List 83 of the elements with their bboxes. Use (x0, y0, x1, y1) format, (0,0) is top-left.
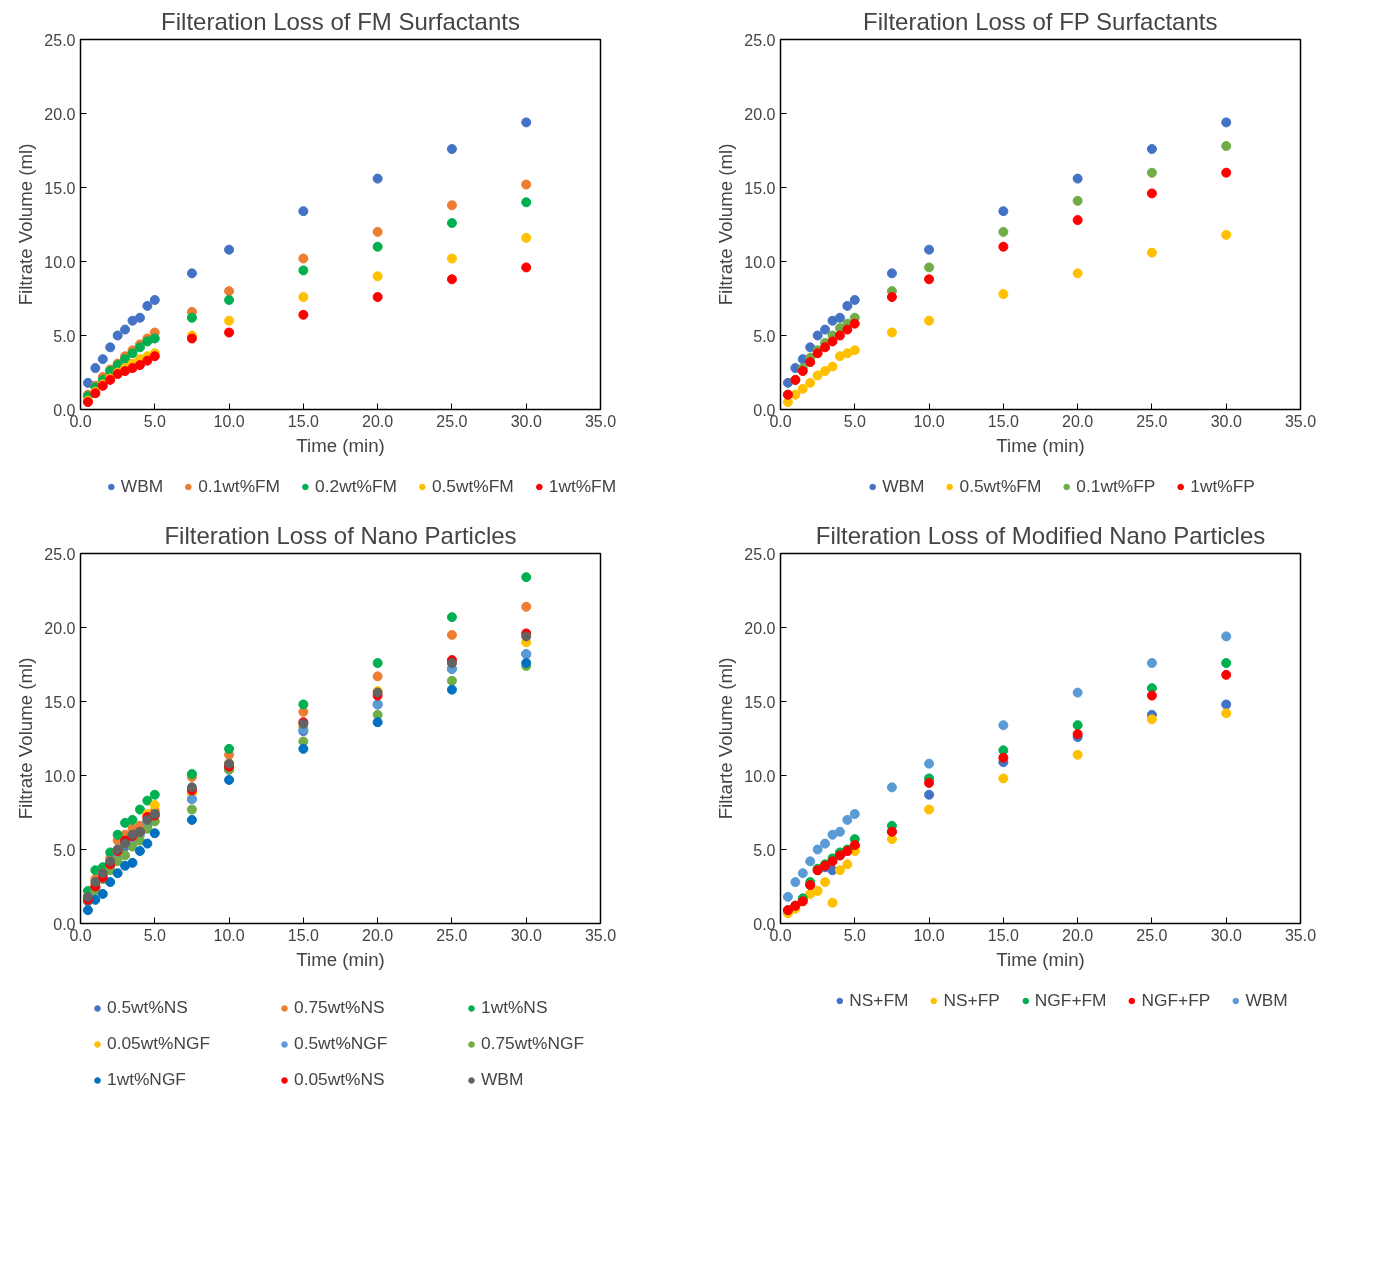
x-tick-label: 10.0 (913, 412, 945, 430)
x-tick-label: 20.0 (1062, 412, 1094, 430)
x-tick-label: 25.0 (436, 926, 468, 944)
chart-title: Filteration Loss of FP Surfactants (863, 7, 1218, 35)
x-tick-label: 15.0 (287, 926, 320, 944)
legend-label: WBM (882, 475, 925, 497)
x-tick-label: 35.0 (584, 926, 617, 944)
chart-title: Filteration Loss of FM Surfactants (161, 7, 520, 35)
x-tick-label: 5.0 (843, 412, 867, 430)
y-tick-label: 25.0 (44, 545, 76, 563)
legend-label: WBM (481, 1069, 525, 1090)
y-tick-label: 20.0 (44, 619, 76, 637)
x-tick-label: 25.0 (436, 412, 468, 430)
x-tick-label: 25.0 (1136, 926, 1168, 944)
chart-title: Filteration Loss of Modified Nano Particles (815, 521, 1266, 549)
legend-label: 1wt%NS (481, 997, 549, 1018)
legend-label: 1wt%FP (1190, 475, 1255, 497)
legend-label: 0.5wt%NS (107, 997, 189, 1018)
y-tick-label: 15.0 (744, 179, 776, 197)
x-tick-label: 35.0 (1284, 926, 1317, 944)
y-tick-label: 15.0 (44, 179, 76, 197)
x-axis-title: Time (min) (996, 434, 1085, 456)
y-axis-title: Filtrate Volume (ml) (15, 143, 37, 306)
legend-label: 0.75wt%NS (294, 997, 386, 1018)
legend-label: WBM (1245, 989, 1288, 1011)
chart-title: Filteration Loss of Nano Particles (164, 521, 517, 549)
x-axis-title: Time (min) (996, 948, 1085, 970)
legend-label: NGF+FP (1141, 989, 1211, 1011)
y-tick-label: 20.0 (744, 105, 776, 123)
legend-label: NS+FP (943, 989, 1000, 1011)
legend-label: NS+FM (849, 989, 909, 1011)
legend-label: 0.05wt%NS (294, 1069, 386, 1090)
legend-label: 1wt%NGF (107, 1069, 187, 1090)
y-axis-title: Filtrate Volume (ml) (715, 143, 737, 306)
y-tick-label: 20.0 (744, 619, 776, 637)
legend-label: 0.75wt%NGF (481, 1033, 586, 1054)
y-tick-label: 20.0 (44, 105, 76, 123)
y-tick-label: 10.0 (44, 767, 76, 785)
legend-label: 0.1wt%FP (1076, 475, 1156, 497)
y-tick-label: 10.0 (744, 767, 776, 785)
x-tick-label: 5.0 (143, 926, 167, 944)
y-tick-label: 5.0 (753, 841, 776, 859)
x-tick-label: 25.0 (1136, 412, 1168, 430)
y-tick-label: 5.0 (53, 327, 76, 345)
x-tick-label: 20.0 (362, 412, 394, 430)
legend-label: 0.5wt%FM (959, 475, 1042, 497)
x-tick-label: 30.0 (510, 926, 542, 944)
x-tick-label: 10.0 (213, 926, 245, 944)
y-tick-label: 25.0 (44, 31, 76, 49)
x-axis-title: Time (min) (296, 948, 385, 970)
legend-label: 0.05wt%NGF (107, 1033, 212, 1054)
legend-label: 0.1wt%FM (198, 475, 281, 497)
x-tick-label: 15.0 (287, 412, 320, 430)
y-tick-label: 5.0 (753, 327, 776, 345)
x-tick-label: 30.0 (1210, 926, 1242, 944)
x-tick-label: 35.0 (1284, 412, 1317, 430)
x-tick-label: 30.0 (510, 412, 542, 430)
y-axis-title: Filtrate Volume (ml) (15, 657, 37, 820)
legend-label: NGF+FM (1034, 989, 1107, 1011)
x-tick-label: 5.0 (143, 412, 167, 430)
legend-label: WBM (120, 475, 164, 497)
y-tick-label: 15.0 (44, 693, 76, 711)
x-tick-label: 15.0 (987, 926, 1020, 944)
x-tick-label: 35.0 (584, 412, 617, 430)
x-tick-label: 10.0 (213, 412, 245, 430)
y-tick-label: 15.0 (744, 693, 776, 711)
x-tick-label: 20.0 (362, 926, 394, 944)
x-tick-label: 30.0 (1210, 412, 1242, 430)
x-tick-label: 5.0 (843, 926, 867, 944)
legend-label: 1wt%FM (548, 475, 617, 497)
x-tick-label: 15.0 (987, 412, 1020, 430)
legend-label: 0.5wt%FM (431, 475, 514, 497)
y-tick-label: 10.0 (744, 253, 776, 271)
x-tick-label: 20.0 (1062, 926, 1094, 944)
y-tick-label: 25.0 (744, 545, 776, 563)
legend-label: 0.2wt%FM (315, 475, 397, 497)
y-tick-label: 5.0 (53, 841, 76, 859)
legend-label: 0.5wt%NGF (294, 1033, 389, 1054)
x-tick-label: 10.0 (913, 926, 945, 944)
y-tick-label: 25.0 (744, 31, 776, 49)
x-axis-title: Time (min) (296, 434, 385, 456)
y-axis-title: Filtarte Volume (ml) (715, 657, 737, 820)
y-tick-label: 10.0 (44, 253, 76, 271)
